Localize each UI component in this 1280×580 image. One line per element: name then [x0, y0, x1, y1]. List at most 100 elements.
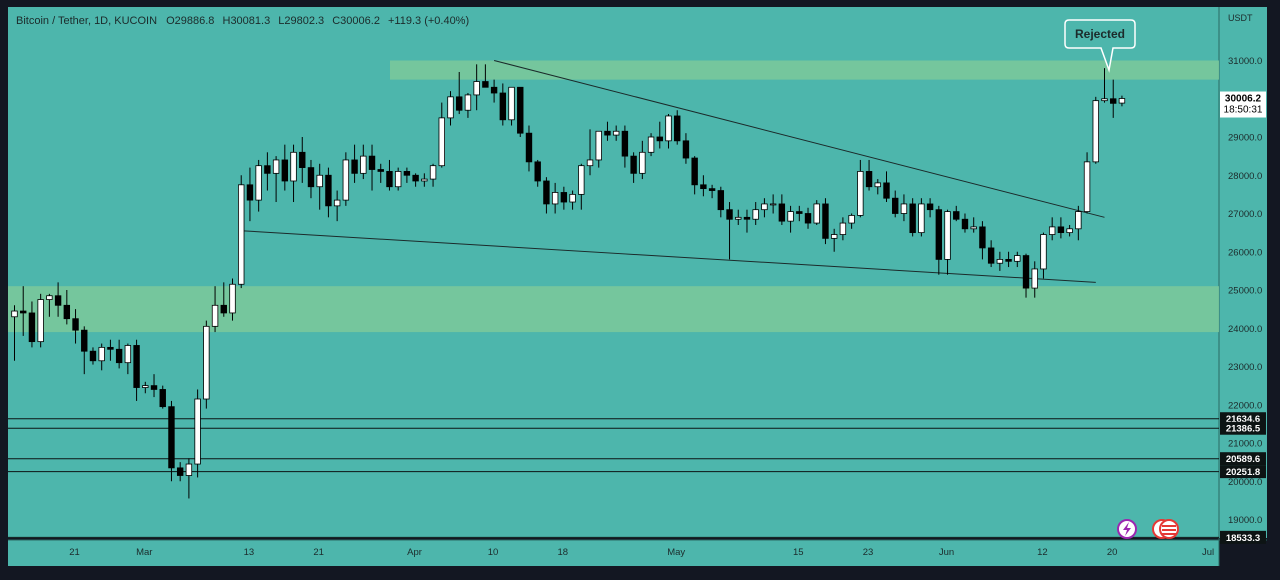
price-tick-label: 26000.0 [1228, 247, 1262, 258]
candle-down [490, 86, 498, 94]
candle-down [307, 167, 315, 188]
candle-up [46, 295, 53, 300]
candle-down [534, 161, 541, 182]
candle-down [28, 312, 36, 343]
price-tick-label: 22000.0 [1228, 400, 1262, 411]
candle-up [761, 203, 768, 211]
price-tick-label: 24000.0 [1228, 324, 1262, 335]
candle-up [830, 234, 838, 239]
candle-up [473, 81, 480, 96]
candle-up [1092, 100, 1099, 163]
candle-up [900, 203, 908, 214]
candle-down [264, 165, 271, 174]
candle-up [1066, 228, 1073, 234]
flag-stripe [1162, 529, 1176, 531]
candle-down [54, 295, 62, 306]
candle-down [63, 304, 71, 320]
candle-down [630, 155, 637, 174]
last-price-value: 30006.2 [1225, 94, 1262, 105]
candle-down [20, 310, 27, 314]
candle-down [368, 155, 376, 170]
rejected-callout[interactable]: Rejected [1064, 19, 1136, 73]
level-tag-value: 18533.3 [1226, 533, 1260, 544]
candle-down [865, 171, 873, 188]
us-flag-events-icon[interactable] [1152, 519, 1179, 539]
lightning-icon-bolt [1123, 522, 1131, 536]
candle-down [89, 350, 97, 362]
time-tick-label: 21 [313, 547, 324, 558]
candle-down [1057, 226, 1065, 234]
candle-up [342, 159, 350, 201]
close-value: 30006.2 [340, 15, 380, 27]
horizontal-levels [8, 418, 1219, 538]
candle-down [979, 226, 986, 249]
candle-up [735, 216, 742, 220]
flag-stripe [1162, 533, 1176, 535]
candle-down [299, 151, 306, 169]
candle-up [203, 325, 210, 400]
close-label: C [332, 15, 340, 27]
candle-down [246, 184, 254, 201]
time-tick-label: 15 [793, 547, 804, 558]
candle-down [525, 132, 533, 163]
candle-down [953, 211, 960, 220]
candle-up [612, 130, 620, 136]
open-label: O [166, 15, 175, 27]
candle-down [403, 171, 411, 176]
symbol-info: Bitcoin / Tether, 1D, KUCOIN O29886.8 H3… [16, 15, 469, 27]
candle-up [595, 130, 602, 161]
candle-down [708, 188, 716, 191]
candle-up [290, 151, 297, 182]
candle-down [778, 203, 786, 222]
high-value: 30081.3 [230, 15, 270, 27]
lightning-icon[interactable] [1117, 519, 1137, 539]
candle-up [333, 199, 341, 207]
candle-down [892, 197, 899, 214]
candle-up [769, 203, 777, 206]
candle-up [1083, 161, 1091, 212]
candle-down [682, 140, 690, 159]
candle-up [578, 165, 585, 195]
candle-down [377, 169, 384, 172]
candle-down [1022, 255, 1030, 289]
candle-up [1118, 98, 1126, 104]
time-tick-label: 23 [863, 547, 874, 558]
level-tag-box [1220, 465, 1266, 479]
price-tick-label: 25000.0 [1228, 286, 1262, 297]
high-label: H [222, 15, 230, 27]
candle-up [918, 203, 925, 234]
candle-up [996, 258, 1004, 264]
candle-up [944, 211, 951, 260]
time-tick-label: 12 [1037, 547, 1048, 558]
plot-area[interactable] [8, 7, 1219, 538]
candle-down [499, 92, 507, 121]
level-tag-box [1220, 421, 1266, 435]
last-price-tag: 30006.2 18:50:31 [1220, 91, 1266, 118]
candle-up [569, 193, 576, 203]
candle-down [1005, 258, 1012, 262]
time-tick-label: 18 [558, 547, 569, 558]
time-axis[interactable] [8, 540, 1219, 566]
candle-down [604, 130, 611, 136]
candle-up [970, 226, 977, 230]
candle-up [194, 398, 201, 465]
time-tick-label: Jul [1202, 547, 1214, 558]
candle-down [159, 389, 166, 408]
trendline [493, 60, 1105, 218]
candle-down [743, 216, 751, 220]
time-tick-label: 13 [244, 547, 255, 558]
candle-down [987, 247, 995, 264]
candle-up [1040, 234, 1047, 270]
candle-up [394, 171, 402, 188]
candle-up [665, 115, 672, 142]
callout-bubble [1064, 19, 1136, 73]
price-tick-label: 31000.0 [1228, 56, 1262, 67]
candle-down [935, 209, 943, 260]
open-value: 29886.8 [175, 15, 215, 27]
time-tick-label: Mar [136, 547, 152, 558]
price-zone [8, 286, 1219, 333]
candle-down [456, 96, 463, 111]
